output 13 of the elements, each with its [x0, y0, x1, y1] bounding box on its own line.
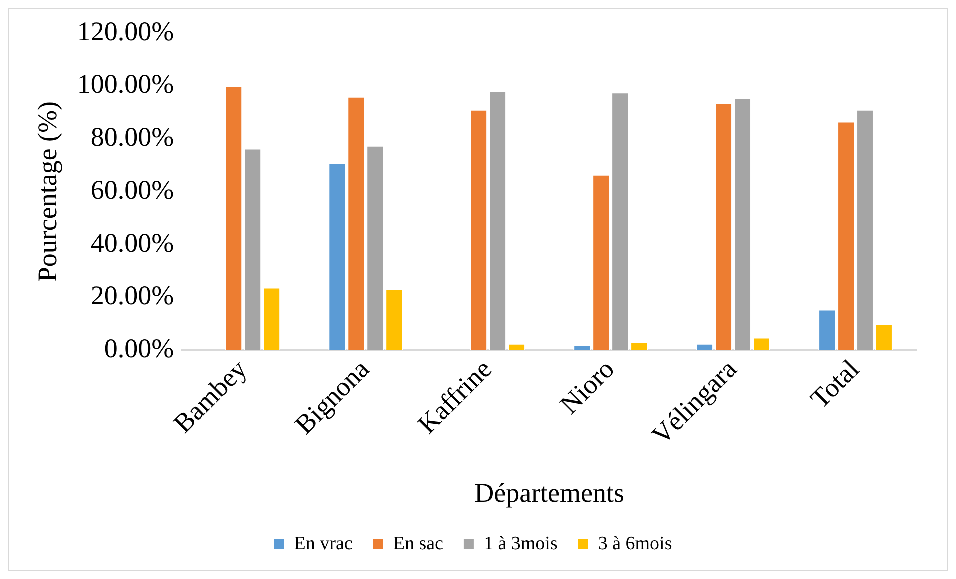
y-tick-label: 120.00% [77, 16, 174, 46]
y-tick-label: 40.00% [90, 228, 174, 258]
legend-label: 3 à 6mois [598, 533, 672, 554]
legend-label: 1 à 3mois [484, 533, 558, 554]
y-tick-label: 80.00% [90, 122, 174, 152]
x-axis-title: Départements [474, 478, 625, 508]
legend-label: En vrac [294, 533, 353, 554]
y-tick-label: 20.00% [90, 280, 174, 311]
y-axis-title: Pourcentage (%) [32, 101, 62, 282]
y-tick-label: 100.00% [77, 69, 174, 100]
y-tick-label: 0.00% [104, 334, 174, 364]
y-tick-label: 60.00% [90, 174, 174, 205]
legend-label: En sac [393, 533, 444, 554]
